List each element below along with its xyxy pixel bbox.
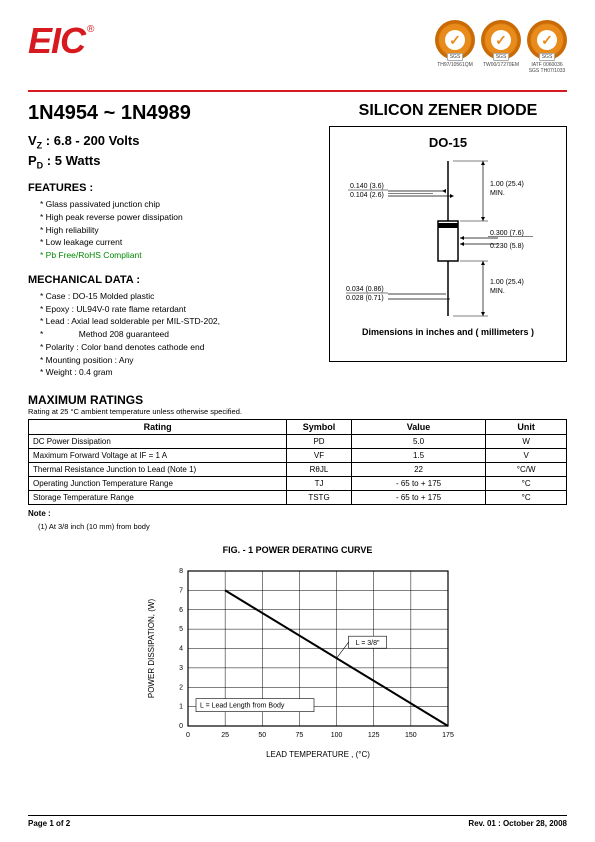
svg-text:POWER DISSIPATION, (W): POWER DISSIPATION, (W) <box>147 599 156 699</box>
page-footer: Page 1 of 2 Rev. 01 : October 28, 2008 <box>28 815 567 828</box>
table-header-row: Rating Symbol Value Unit <box>29 420 567 435</box>
dim-lead-min: MIN. <box>490 190 505 197</box>
logo-text: EIC <box>28 20 85 62</box>
col-value: Value <box>351 420 486 435</box>
svg-text:L = Lead Length from Body: L = Lead Length from Body <box>200 703 285 710</box>
mech-item: Method 208 guaranteed <box>40 328 309 341</box>
part-number: 1N4954 ~ 1N4989 <box>28 102 309 125</box>
pd-spec: PD : 5 Watts <box>28 153 309 171</box>
logo: EIC ® <box>28 20 94 62</box>
svg-text:2: 2 <box>179 684 183 691</box>
dim-lead-len: 1.00 (25.4) <box>490 181 524 188</box>
svg-text:L = 3/8": L = 3/8" <box>355 640 379 647</box>
svg-text:1: 1 <box>179 704 183 711</box>
ratings-heading: MAXIMUM RATINGS <box>28 393 567 407</box>
svg-text:175: 175 <box>442 732 454 739</box>
diode-drawing: 0.140 (3.6) 0.104 (2.6) 1.00 (25.4) MIN.… <box>338 156 558 321</box>
footer-rev: Rev. 01 : October 28, 2008 <box>468 819 567 828</box>
cert-badges: ✓SGS TH97/10561QM ✓SGS TW00/17270EM ✓SGS… <box>435 20 567 74</box>
mech-item: Lead : Axial lead solderable per MIL-STD… <box>40 315 309 328</box>
table-row: Storage Temperature RangeTSTG- 65 to + 1… <box>29 491 567 505</box>
right-column: SILICON ZENER DIODE DO-15 0.140 (3.6) 0. <box>329 102 567 379</box>
dim-lead-dia-bot: 0.104 (2.6) <box>350 192 384 199</box>
svg-text:5: 5 <box>179 626 183 633</box>
svg-text:LEAD TEMPERATURE , (°C): LEAD TEMPERATURE , (°C) <box>266 750 370 759</box>
product-title: SILICON ZENER DIODE <box>329 102 567 120</box>
table-row: Operating Junction Temperature RangeTJ- … <box>29 477 567 491</box>
chart-container: 0 25 50 75 100 125 150 175 0 1 2 3 4 5 6 7 8 LEAD TEMPERA… <box>28 561 567 761</box>
svg-text:25: 25 <box>221 732 229 739</box>
dim-body-len-bot: 0.028 (0.71) <box>346 295 384 302</box>
mech-item: Case : DO-15 Molded plastic <box>40 290 309 303</box>
dim-lead-len2: 1.00 (25.4) <box>490 279 524 286</box>
note-heading: Note : <box>28 509 567 518</box>
features-list: Glass passivated junction chip High peak… <box>28 198 309 262</box>
cert-badge-2: ✓SGS TW00/17270EM <box>481 20 521 74</box>
cert-label-3: IATF 0060036 SGS TH07/1033 <box>529 62 566 74</box>
svg-text:6: 6 <box>179 607 183 614</box>
table-row: Thermal Resistance Junction to Lead (Not… <box>29 463 567 477</box>
svg-text:75: 75 <box>295 732 303 739</box>
col-rating: Rating <box>29 420 287 435</box>
mech-item: Mounting position : Any <box>40 354 309 367</box>
divider <box>28 90 567 92</box>
table-row: DC Power DissipationPD5.0W <box>29 435 567 449</box>
chart-title: FIG. - 1 POWER DERATING CURVE <box>28 545 567 555</box>
feature-item: High reliability <box>40 224 309 237</box>
svg-text:4: 4 <box>179 646 183 653</box>
feature-item-rohs: Pb Free/RoHS Compliant <box>40 249 309 262</box>
svg-text:50: 50 <box>258 732 266 739</box>
vz-spec: VZ : 6.8 - 200 Volts <box>28 133 309 151</box>
note-text: (1) At 3/8 inch (10 mm) from body <box>28 522 567 531</box>
package-diagram: DO-15 0.140 (3.6) 0.104 (2.6) <box>329 126 567 362</box>
mechanical-heading: MECHANICAL DATA : <box>28 274 309 286</box>
dim-lead-min2: MIN. <box>490 288 505 295</box>
feature-item: Glass passivated junction chip <box>40 198 309 211</box>
ratings-table: Rating Symbol Value Unit DC Power Dissip… <box>28 419 567 505</box>
mech-item: Polarity : Color band denotes cathode en… <box>40 341 309 354</box>
mech-item: Weight : 0.4 gram <box>40 366 309 379</box>
cert-badge-1: ✓SGS TH97/10561QM <box>435 20 475 74</box>
registered-icon: ® <box>87 24 94 35</box>
top-section: 1N4954 ~ 1N4989 VZ : 6.8 - 200 Volts PD … <box>28 102 567 379</box>
mechanical-list: Case : DO-15 Molded plastic Epoxy : UL94… <box>28 290 309 379</box>
dim-lead-dia-top: 0.140 (3.6) <box>350 183 384 190</box>
cert-badge-3: ✓SGS IATF 0060036 SGS TH07/1033 <box>527 20 567 74</box>
col-symbol: Symbol <box>287 420 352 435</box>
dim-body-len-top: 0.034 (0.86) <box>346 286 384 293</box>
package-title: DO-15 <box>338 135 558 150</box>
svg-text:150: 150 <box>405 732 417 739</box>
svg-text:3: 3 <box>179 665 183 672</box>
col-unit: Unit <box>486 420 567 435</box>
table-row: Maximum Forward Voltage at IF = 1 AVF1.5… <box>29 449 567 463</box>
cert-label-1: TH97/10561QM <box>437 62 473 68</box>
feature-item: Low leakage current <box>40 236 309 249</box>
svg-text:0: 0 <box>179 723 183 730</box>
mech-item: Epoxy : UL94V-0 rate flame retardant <box>40 303 309 316</box>
dim-body-dia-top: 0.300 (7.6) <box>490 230 524 237</box>
svg-text:7: 7 <box>179 588 183 595</box>
left-column: 1N4954 ~ 1N4989 VZ : 6.8 - 200 Volts PD … <box>28 102 309 379</box>
svg-text:0: 0 <box>186 732 190 739</box>
page-header: EIC ® ✓SGS TH97/10561QM ✓SGS TW00/17270E… <box>28 20 567 84</box>
svg-text:8: 8 <box>179 568 183 575</box>
dim-body-dia-bot: 0.230 (5.8) <box>490 243 524 250</box>
ratings-subheading: Rating at 25 °C ambient temperature unle… <box>28 407 567 416</box>
svg-text:125: 125 <box>367 732 379 739</box>
footer-page: Page 1 of 2 <box>28 819 70 828</box>
svg-text:100: 100 <box>330 732 342 739</box>
features-heading: FEATURES : <box>28 182 309 194</box>
feature-item: High peak reverse power dissipation <box>40 211 309 224</box>
cert-label-2: TW00/17270EM <box>483 62 519 68</box>
dims-caption: Dimensions in inches and ( millimeters ) <box>338 327 558 337</box>
derating-chart: 0 25 50 75 100 125 150 175 0 1 2 3 4 5 6 7 8 LEAD TEMPERA… <box>138 561 458 761</box>
